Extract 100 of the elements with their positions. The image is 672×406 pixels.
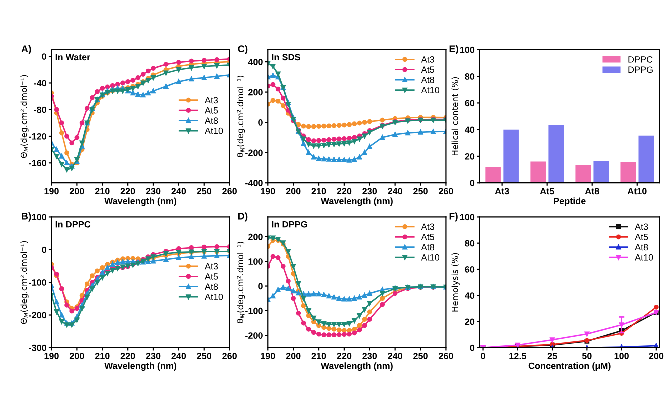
x-tick-label: 240 [388,353,402,360]
x-tick-label: 25 [548,353,558,360]
x-tick-label: 220 [120,188,136,195]
y-tick-label: -80 [34,106,47,114]
y-axis-title: Θ$_{M}$(deg.cm².dmol⁻¹) [20,241,29,324]
y-tick-label: 0 [42,54,47,60]
annotation: In DPPG [272,221,308,228]
y-tick-label: 0 [42,246,47,254]
x-tick-label: 240 [172,188,186,195]
x-axis-title: Concentration (μM) [528,362,611,372]
x-tick-label: 230 [362,188,378,195]
y-tick-label: 200 [248,89,263,96]
x-tick-label: 230 [146,353,161,360]
x-tick-label: 240 [172,353,186,360]
y-tick-label: 40 [465,292,475,300]
x-tick-label: 260 [222,353,237,360]
x-axis-title: Wavelength (nm) [320,362,393,372]
legend-label: At8 [635,244,648,251]
x-tick-label: 250 [414,353,428,360]
x-tick-label: 210 [312,353,326,360]
annotation: In SDS [272,54,300,61]
legend-label: At10 [635,254,654,261]
y-tick-label: 20 [465,153,475,160]
x-tick-label: At5 [540,188,554,195]
y-tick-label: -100 [29,280,47,286]
x-tick-label: 220 [120,353,136,360]
legend-label: At8 [421,244,434,251]
y-tick-label: -200 [29,312,47,319]
y-tick-label: -120 [29,133,47,140]
x-axis-title: Wavelength (nm) [104,198,177,206]
y-axis-title: θ$_{M}$(deg.cm².dmol⁻¹) [237,242,246,324]
x-axis-title: Wavelength (nm) [104,362,177,372]
x-tick-label: 230 [146,188,161,195]
x-tick-label: At8 [585,188,600,195]
legend-label: At8 [204,118,218,124]
y-tick-label: 0 [470,180,475,186]
y-tick-label: -200 [246,150,263,156]
legend-label: At3 [635,224,648,230]
x-axis-title: Wavelength (nm) [320,198,393,206]
legend-label: At10 [421,87,440,94]
x-tick-label: 210 [95,353,110,360]
text: F) [450,212,458,222]
y-tick-label: 60 [465,100,475,107]
y-tick-label: 0 [258,283,263,290]
y-tick-label: 400 [248,59,263,66]
y-tick-label: -300 [29,344,47,352]
x-tick-label: 250 [197,188,212,195]
y-tick-label: -160 [29,160,47,166]
legend-label: At5 [635,234,648,240]
legend-label: At3 [204,97,218,104]
legend-label: At3 [204,263,218,270]
y-tick-label: -40 [34,80,47,87]
legend-label: At10 [204,294,224,300]
x-tick-label: 250 [414,188,428,195]
legend-label: At5 [421,66,434,74]
x-tick-label: 190 [261,188,276,195]
legend-label: At10 [421,254,440,261]
x-tick-label: At3 [495,188,510,195]
x-tick-label: 50 [582,353,592,360]
legend-label: At5 [204,108,218,114]
x-tick-label: 220 [337,188,352,195]
y-tick-label: 20 [465,318,475,326]
y-axis-title: Helical content (%) [452,77,460,156]
x-tick-label: 190 [44,188,59,195]
y-tick-label: 100 [460,214,475,221]
x-tick-label: 240 [388,188,402,195]
text: B) [22,212,32,222]
x-tick-label: 210 [95,188,110,195]
y-tick-label: -200 [246,332,263,339]
legend-label: At3 [421,56,434,63]
y-tick-label: 80 [465,74,475,80]
y-axis-title: Θ$_{M}$(deg.cm².dmol⁻¹) [20,75,29,158]
x-tick-label: 190 [44,353,59,360]
x-tick-label: 260 [438,188,454,195]
x-tick-label: 12.5 [510,353,526,360]
x-tick-label: 100 [614,353,629,360]
y-tick-label: -400 [246,180,263,186]
annotation: In Water [56,54,90,61]
text: A) [22,45,32,54]
y-tick-label: 100 [248,258,263,265]
legend-label: DPPC [628,56,653,63]
x-tick-label: 260 [438,353,454,360]
text: E) [450,45,458,54]
x-tick-label: 220 [337,353,352,360]
x-tick-label: 230 [362,353,378,360]
y-axis-title: θ$_{M}$(deg.cm².dmol⁻¹) [237,76,246,158]
y-tick-label: 40 [465,126,475,134]
x-tick-label: 200 [70,353,84,360]
y-tick-label: 0 [258,120,263,126]
x-tick-label: 0 [481,353,486,360]
x-tick-label: 250 [197,353,212,360]
y-axis-title: Hemolysis (%) [452,253,460,312]
x-tick-label: 190 [261,353,276,360]
y-tick-label: 200 [248,234,263,240]
x-tick-label: 200 [649,353,664,360]
x-tick-label: 200 [70,188,84,195]
y-tick-label: 80 [465,240,475,247]
x-tick-label: 200 [286,353,301,360]
legend-label: At3 [421,224,434,230]
x-tick-label: At10 [628,188,647,195]
